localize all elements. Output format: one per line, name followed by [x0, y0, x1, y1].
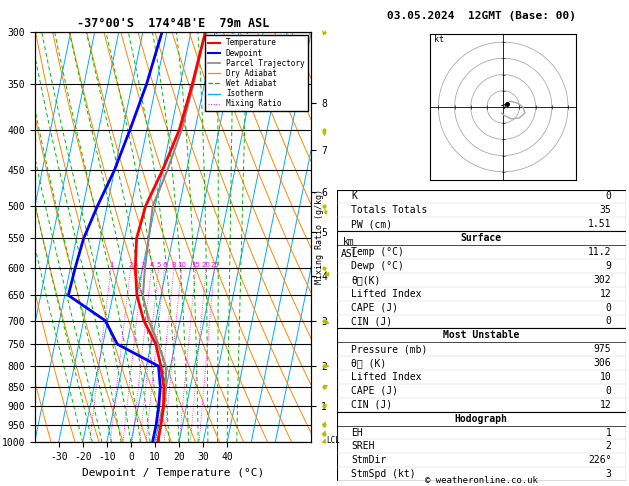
Text: 226°: 226° [588, 455, 611, 465]
Text: 11.2: 11.2 [588, 247, 611, 257]
Text: 1: 1 [606, 428, 611, 437]
Text: 3: 3 [606, 469, 611, 479]
Text: CIN (J): CIN (J) [351, 400, 392, 410]
Text: 10: 10 [599, 372, 611, 382]
Text: K: K [351, 191, 357, 202]
Text: © weatheronline.co.uk: © weatheronline.co.uk [425, 475, 538, 485]
Text: CAPE (J): CAPE (J) [351, 303, 398, 312]
Text: Temp (°C): Temp (°C) [351, 247, 404, 257]
Text: Lifted Index: Lifted Index [351, 289, 421, 299]
Text: Lifted Index: Lifted Index [351, 372, 421, 382]
Title: -37°00'S  174°4B'E  79m ASL: -37°00'S 174°4B'E 79m ASL [77, 17, 269, 31]
Text: 2: 2 [606, 441, 611, 451]
Text: PW (cm): PW (cm) [351, 219, 392, 229]
Text: 1.51: 1.51 [588, 219, 611, 229]
Text: 35: 35 [599, 206, 611, 215]
Text: Pressure (mb): Pressure (mb) [351, 344, 427, 354]
Text: 9: 9 [606, 261, 611, 271]
Text: 1: 1 [109, 262, 113, 268]
Text: 20: 20 [202, 262, 211, 268]
Text: 0: 0 [606, 303, 611, 312]
Text: 10: 10 [177, 262, 186, 268]
Text: 25: 25 [210, 262, 219, 268]
Text: Hodograph: Hodograph [455, 414, 508, 424]
Text: 12: 12 [599, 400, 611, 410]
Text: Surface: Surface [460, 233, 502, 243]
Text: SREH: SREH [351, 441, 374, 451]
Text: 0: 0 [606, 386, 611, 396]
Text: 6: 6 [162, 262, 167, 268]
Text: LCL: LCL [326, 435, 340, 445]
Text: 15: 15 [191, 262, 200, 268]
Text: 12: 12 [599, 289, 611, 299]
Text: 306: 306 [594, 358, 611, 368]
Text: θᴄ(K): θᴄ(K) [351, 275, 381, 285]
Text: CIN (J): CIN (J) [351, 316, 392, 327]
Text: Most Unstable: Most Unstable [443, 330, 520, 340]
Text: B: B [172, 262, 176, 268]
Text: 5: 5 [157, 262, 161, 268]
Text: StmSpd (kt): StmSpd (kt) [351, 469, 416, 479]
X-axis label: Dewpoint / Temperature (°C): Dewpoint / Temperature (°C) [82, 468, 264, 478]
Text: 03.05.2024  12GMT (Base: 00): 03.05.2024 12GMT (Base: 00) [387, 11, 576, 20]
Text: 975: 975 [594, 344, 611, 354]
Text: 0: 0 [606, 191, 611, 202]
Text: 302: 302 [594, 275, 611, 285]
Text: EH: EH [351, 428, 363, 437]
Text: 4: 4 [149, 262, 153, 268]
Text: Dewp (°C): Dewp (°C) [351, 261, 404, 271]
Text: StmDir: StmDir [351, 455, 386, 465]
Text: 3: 3 [140, 262, 145, 268]
Y-axis label: km
ASL: km ASL [340, 237, 358, 259]
Text: θᴄ (K): θᴄ (K) [351, 358, 386, 368]
Text: CAPE (J): CAPE (J) [351, 386, 398, 396]
Legend: Temperature, Dewpoint, Parcel Trajectory, Dry Adiabat, Wet Adiabat, Isotherm, Mi: Temperature, Dewpoint, Parcel Trajectory… [205, 35, 308, 111]
Text: 2: 2 [128, 262, 133, 268]
Text: Mixing Ratio (g/kg): Mixing Ratio (g/kg) [314, 190, 323, 284]
Text: kt: kt [433, 35, 443, 44]
Text: 0: 0 [606, 316, 611, 327]
Text: Totals Totals: Totals Totals [351, 206, 427, 215]
